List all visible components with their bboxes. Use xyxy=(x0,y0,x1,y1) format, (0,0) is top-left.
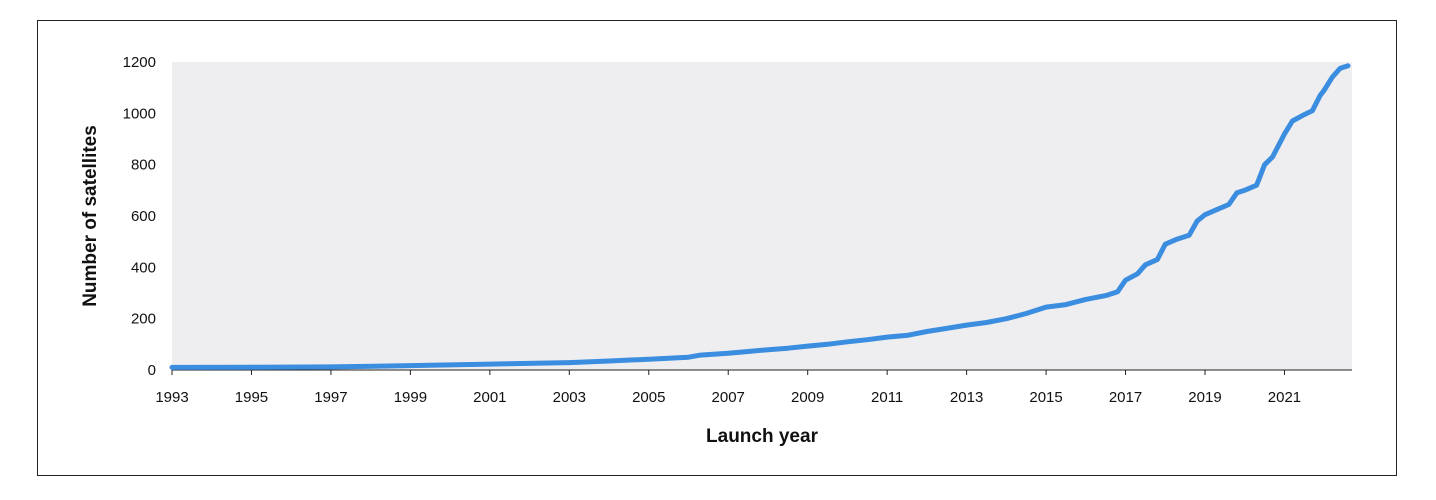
y-tick-label: 800 xyxy=(131,157,156,174)
x-tick-label: 2011 xyxy=(871,389,903,406)
x-tick-label: 2015 xyxy=(1029,389,1062,406)
x-tick-label: 2021 xyxy=(1268,389,1301,406)
y-tick-label: 600 xyxy=(131,208,156,225)
x-tick-label: 1995 xyxy=(235,389,268,406)
y-axis-ticks: 0 200 400 600 800 1000 1200 xyxy=(123,54,156,379)
y-tick-label: 1200 xyxy=(123,54,156,71)
y-tick-label: 200 xyxy=(131,311,156,328)
y-tick-label: 400 xyxy=(131,259,156,276)
x-tick-label: 2013 xyxy=(950,389,983,406)
x-axis-title: Launch year xyxy=(706,426,819,447)
x-tick-label: 2005 xyxy=(632,389,665,406)
plot-background xyxy=(172,62,1352,370)
x-tick-label: 1999 xyxy=(394,389,427,406)
x-tick-label: 2003 xyxy=(553,389,586,406)
y-tick-label: 1000 xyxy=(123,105,156,122)
y-axis-title: Number of satellites xyxy=(80,125,101,307)
x-tick-label: 2017 xyxy=(1109,389,1142,406)
x-tick-label: 1997 xyxy=(314,389,347,406)
x-tick-label: 2007 xyxy=(712,389,745,406)
y-tick-label: 0 xyxy=(148,362,156,379)
x-tick-label: 2001 xyxy=(473,389,506,406)
x-tick-label: 2009 xyxy=(791,389,824,406)
series-line-satellites xyxy=(169,63,1351,370)
x-tick-label: 1993 xyxy=(155,389,188,406)
x-axis-ticks: 1993 1995 1997 1999 2001 2003 2005 2007 2009 2011… xyxy=(155,370,1301,406)
x-tick-label: 2019 xyxy=(1188,389,1221,406)
